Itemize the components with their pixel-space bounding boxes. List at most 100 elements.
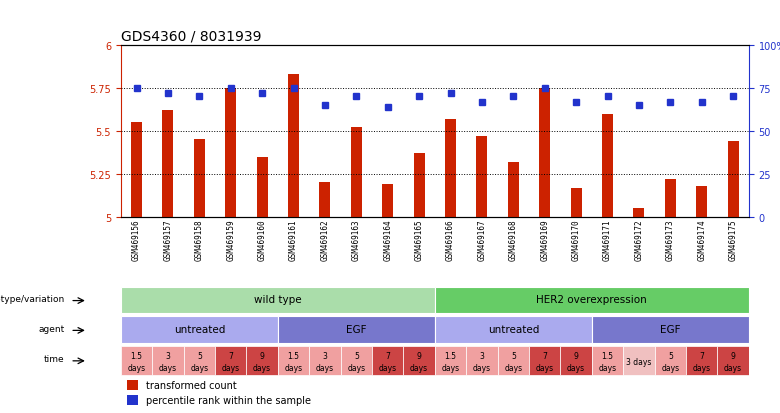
Text: GSM469164: GSM469164 [383, 219, 392, 261]
Bar [320, 183, 331, 217]
Bar [592, 346, 623, 375]
Bar [697, 186, 707, 217]
Text: GSM469161: GSM469161 [289, 219, 298, 261]
Bar [278, 346, 309, 375]
Text: days: days [661, 363, 679, 373]
Text: wild type: wild type [254, 294, 302, 305]
Bar [225, 89, 236, 217]
Text: EGF: EGF [660, 324, 681, 335]
Bar [686, 346, 718, 375]
Text: genotype/variation: genotype/variation [0, 294, 65, 303]
Bar [466, 346, 498, 375]
Bar [382, 185, 393, 217]
Text: days: days [379, 363, 397, 373]
Text: GSM469171: GSM469171 [603, 219, 612, 261]
Text: days: days [128, 363, 146, 373]
Text: GSM469168: GSM469168 [509, 219, 518, 261]
Bar [372, 346, 403, 375]
Text: 3: 3 [323, 351, 328, 360]
Text: 3: 3 [165, 351, 170, 360]
Bar [560, 346, 592, 375]
Text: GSM469172: GSM469172 [634, 219, 644, 261]
Bar [571, 188, 582, 217]
Text: GSM469167: GSM469167 [477, 219, 487, 261]
Text: days: days [598, 363, 616, 373]
Bar [477, 137, 488, 217]
Bar [718, 346, 749, 375]
Text: days: days [159, 363, 177, 373]
Bar [127, 380, 139, 390]
Text: transformed count: transformed count [146, 380, 237, 390]
Bar [246, 346, 278, 375]
Text: HER2 overexpression: HER2 overexpression [537, 294, 647, 305]
Text: GDS4360 / 8031939: GDS4360 / 8031939 [121, 29, 261, 43]
Text: days: days [254, 363, 271, 373]
Text: 7: 7 [542, 351, 548, 360]
Text: days: days [190, 363, 208, 373]
Bar [623, 346, 654, 375]
Bar [728, 142, 739, 217]
Text: 3 days: 3 days [626, 357, 651, 366]
Text: days: days [347, 363, 365, 373]
Text: untreated: untreated [488, 324, 539, 335]
Text: days: days [316, 363, 334, 373]
Text: 9: 9 [260, 351, 264, 360]
Text: percentile rank within the sample: percentile rank within the sample [146, 395, 311, 405]
Text: days: days [473, 363, 491, 373]
Bar [288, 75, 299, 217]
Bar [508, 162, 519, 217]
Bar [529, 346, 560, 375]
Bar [435, 346, 466, 375]
Text: days: days [222, 363, 239, 373]
Text: 5: 5 [354, 351, 359, 360]
Bar [257, 157, 268, 217]
Bar [403, 346, 435, 375]
Bar [341, 346, 372, 375]
Text: GSM469174: GSM469174 [697, 219, 706, 261]
Bar [633, 209, 644, 217]
Text: 9: 9 [574, 351, 579, 360]
Bar [435, 317, 592, 343]
Text: GSM469163: GSM469163 [352, 219, 361, 261]
Bar [435, 287, 749, 313]
Text: agent: agent [38, 324, 65, 333]
Text: days: days [536, 363, 554, 373]
Text: GSM469156: GSM469156 [132, 219, 141, 261]
Text: 1.5: 1.5 [601, 351, 614, 360]
Bar [654, 346, 686, 375]
Text: GSM469169: GSM469169 [541, 219, 549, 261]
Text: untreated: untreated [174, 324, 225, 335]
Text: days: days [410, 363, 428, 373]
Text: 1.5: 1.5 [130, 351, 143, 360]
Bar [121, 346, 152, 375]
Text: 3: 3 [480, 351, 484, 360]
Text: 5: 5 [197, 351, 202, 360]
Text: days: days [724, 363, 742, 373]
Bar [184, 346, 215, 375]
Text: 7: 7 [385, 351, 390, 360]
Text: 9: 9 [731, 351, 736, 360]
Text: GSM469158: GSM469158 [195, 219, 204, 261]
Text: days: days [441, 363, 459, 373]
Bar [152, 346, 184, 375]
Text: 5: 5 [668, 351, 673, 360]
Bar [194, 140, 205, 217]
Bar [131, 123, 142, 217]
Bar [121, 287, 435, 313]
Text: GSM469166: GSM469166 [446, 219, 455, 261]
Bar [127, 395, 139, 405]
Text: GSM469173: GSM469173 [666, 219, 675, 261]
Text: days: days [505, 363, 523, 373]
Bar [162, 111, 173, 217]
Bar [215, 346, 246, 375]
Text: GSM469157: GSM469157 [164, 219, 172, 261]
Bar [445, 119, 456, 217]
Bar [121, 317, 278, 343]
Text: GSM469175: GSM469175 [729, 219, 738, 261]
Text: 7: 7 [700, 351, 704, 360]
Bar [665, 180, 675, 217]
Text: time: time [44, 354, 65, 363]
Text: days: days [285, 363, 303, 373]
Text: GSM469170: GSM469170 [572, 219, 580, 261]
Bar [278, 317, 435, 343]
